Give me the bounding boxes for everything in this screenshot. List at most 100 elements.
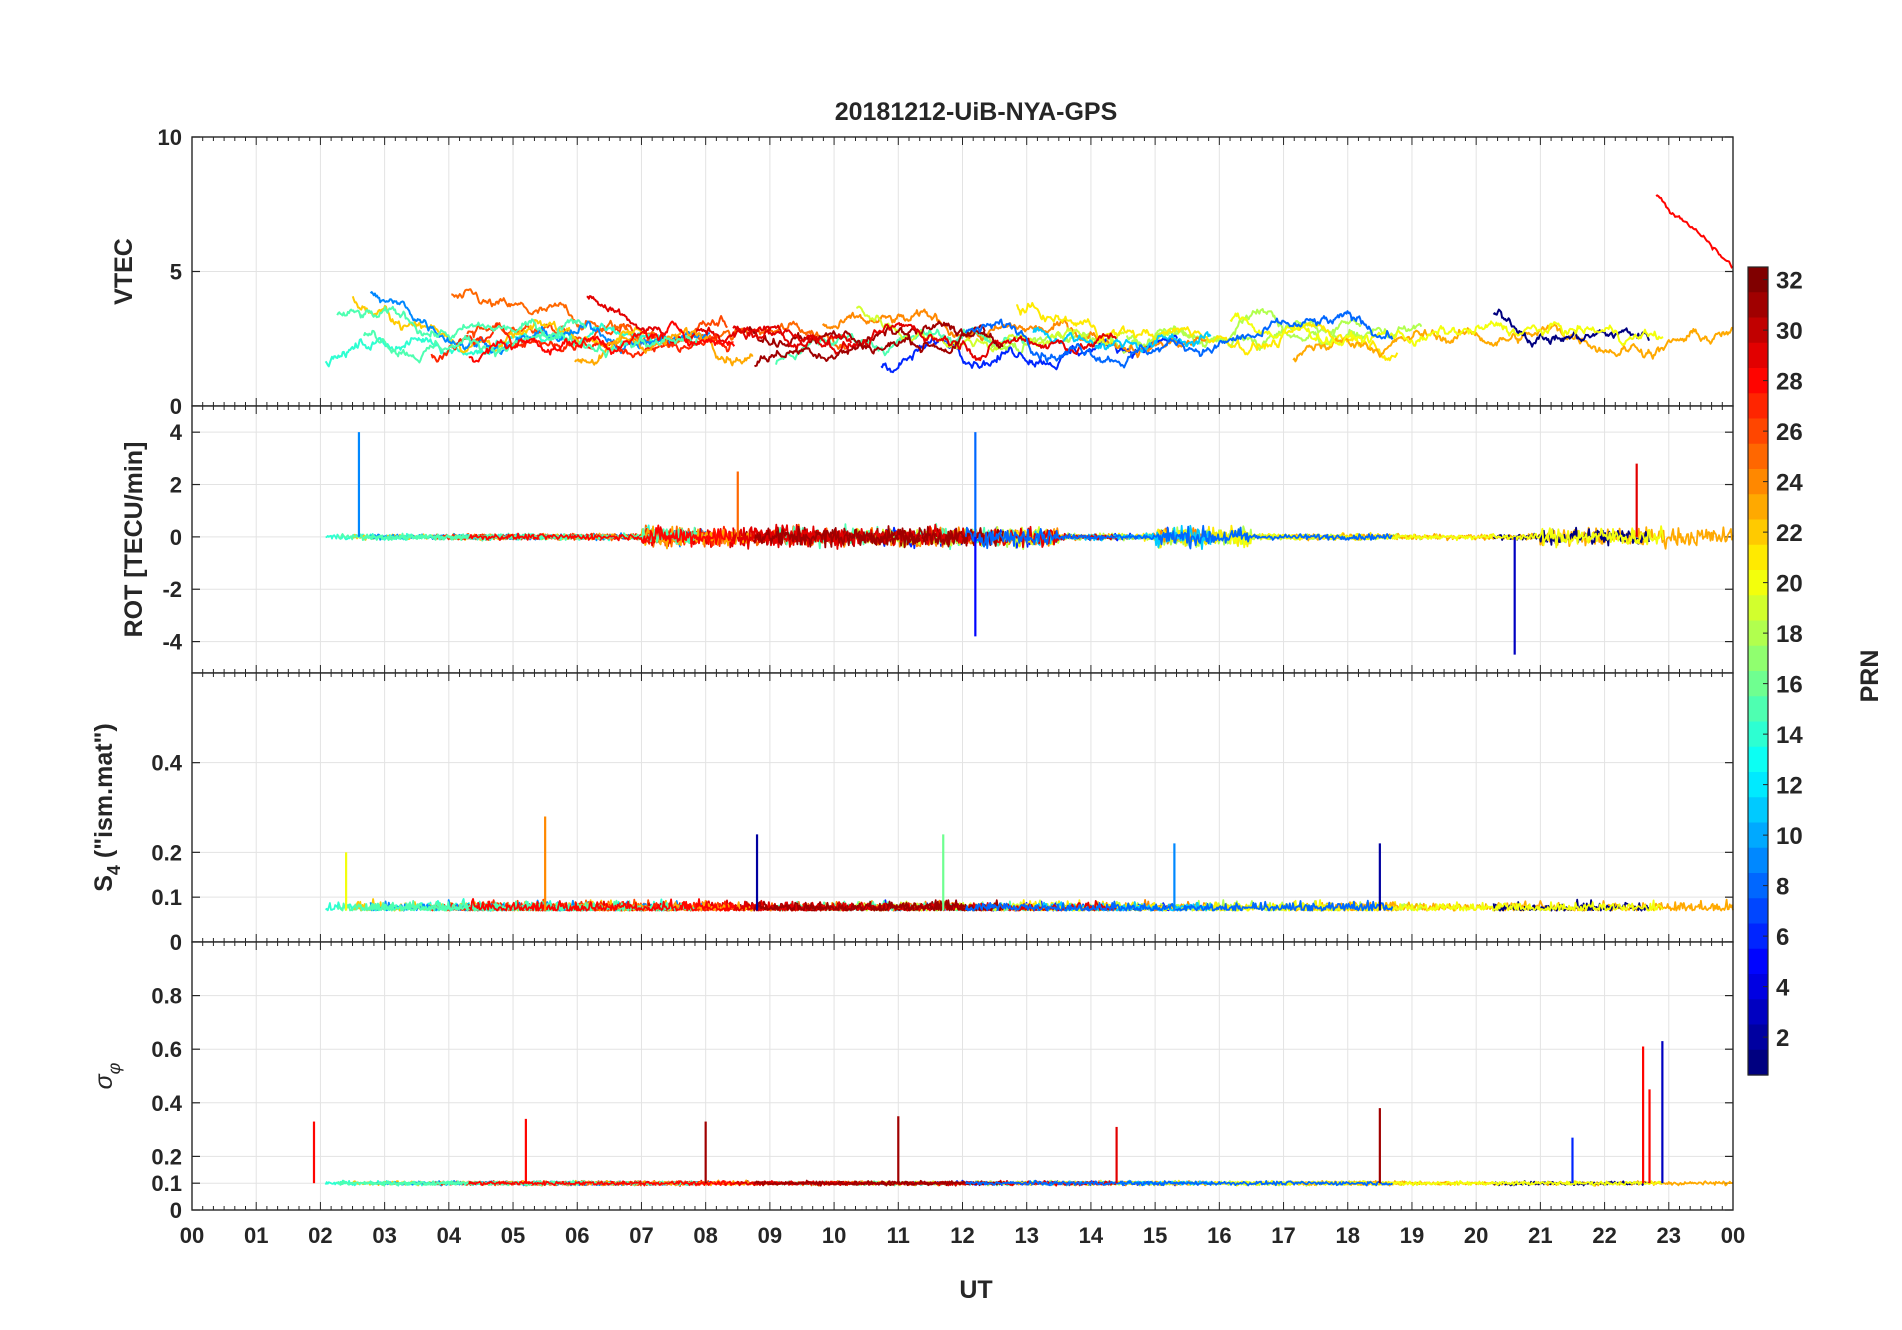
x-tick-label: 21: [1528, 1223, 1552, 1248]
colorbar-swatch: [1748, 342, 1768, 369]
series-line-prn-15: [362, 318, 587, 364]
colorbar-label: PRN: [1856, 650, 1884, 703]
colorbar-tick-label: 14: [1776, 722, 1803, 749]
y-axis-label: VTEC: [110, 238, 138, 305]
series-line-prn-23: [574, 525, 754, 550]
colorbar-tick-label: 30: [1776, 318, 1803, 345]
colorbar-swatch: [1748, 393, 1768, 420]
series-line-prn-31: [753, 899, 1004, 912]
colorbar-swatch: [1748, 1024, 1768, 1051]
colorbar-swatch: [1748, 873, 1768, 899]
x-tick-label: 07: [629, 1223, 653, 1248]
colorbar-swatch: [1748, 544, 1768, 571]
panel-frame: [191, 941, 1734, 1211]
y-tick-label: 0: [170, 1198, 182, 1223]
series-line-prn-19: [856, 305, 1125, 353]
colorbar-swatch: [1748, 645, 1768, 672]
colorbar-swatch: [1748, 519, 1768, 546]
y-tick-label: 0.1: [151, 1171, 182, 1196]
y-tick-label: 0.4: [151, 751, 182, 776]
colorbar-swatch: [1748, 923, 1768, 950]
panel-sigma-phi: 00.10.2 0.4 0.6 0.8 σφ: [90, 941, 1734, 1223]
x-tick-label: 22: [1592, 1223, 1616, 1248]
colorbar-frame: [1747, 266, 1769, 1076]
x-tick-label: 19: [1400, 1223, 1424, 1248]
colorbar-swatch: [1748, 898, 1768, 925]
series-line-prn-31: [754, 328, 1004, 368]
x-tick-label: 15: [1143, 1223, 1167, 1248]
y-tick-label: -4: [162, 630, 182, 655]
series-line-prn-28: [1655, 194, 1734, 269]
x-tick-label: 18: [1336, 1223, 1360, 1248]
y-tick-label: 5: [170, 260, 182, 285]
y-tick-label: -2: [162, 577, 182, 602]
series-layer: [324, 816, 1734, 912]
colorbar-tick-label: 22: [1776, 520, 1803, 547]
colorbar-swatch: [1748, 418, 1768, 445]
colorbar-tick-label: 2: [1776, 1025, 1789, 1052]
x-tick-label: 05: [501, 1223, 525, 1248]
colorbar-tick-label: 12: [1776, 773, 1803, 800]
series-line-prn-20: [1229, 312, 1664, 347]
y-tick-label: 2: [170, 473, 182, 498]
y-axis-label: σφ: [90, 1062, 124, 1089]
series-line-prn-8: [964, 899, 1394, 912]
colorbar-tick-label: 8: [1776, 874, 1789, 901]
x-tick-label: 09: [758, 1223, 782, 1248]
colorbar-tick-label: 16: [1776, 672, 1803, 699]
colorbar-swatch: [1748, 443, 1768, 470]
series-line-prn-20: [1229, 899, 1664, 912]
y-tick-label: 0.2: [151, 840, 182, 865]
series-line-prn-14: [324, 322, 669, 368]
y-tick-label: 0.8: [151, 984, 182, 1009]
y-axis-label: ROT [TECU/min]: [120, 442, 148, 638]
series-line-prn-8: [965, 1179, 1394, 1187]
series-layer: [325, 432, 1734, 655]
colorbar-tick-label: 4: [1776, 975, 1790, 1002]
series-line-prn-28: [468, 898, 736, 912]
y-tick-label: 0: [170, 930, 182, 955]
x-tick-label: 17: [1271, 1223, 1295, 1248]
x-tick-labels: 00 01 02 03 04 05 06 07 08 09 10 11 12 13 14 15 16 17 18 19…: [180, 1223, 1745, 1248]
colorbar-swatch: [1748, 974, 1768, 1000]
y-tick-label: 0.4: [151, 1091, 182, 1116]
colorbar-swatch: [1748, 368, 1768, 394]
colorbar-swatch: [1748, 847, 1768, 874]
colorbar-swatch: [1748, 772, 1768, 798]
chart-title: 20181212-UiB-NYA-GPS: [835, 98, 1118, 126]
colorbar-swatch: [1748, 696, 1768, 723]
colorbar-tick-label: 10: [1776, 823, 1803, 850]
colorbar-tick-label: 20: [1776, 571, 1803, 598]
colorbar-swatch: [1748, 317, 1768, 344]
panel-rot: -4 -2 0 2 4 ROT [TECU/min]: [120, 405, 1734, 674]
colorbar-swatch: [1748, 948, 1768, 975]
series-line-prn-6: [880, 334, 1179, 374]
series-line-prn-24: [821, 308, 1207, 359]
series-layer: [312, 1041, 1733, 1187]
y-tick-label: 10: [158, 125, 182, 150]
colorbar-swatch: [1748, 469, 1768, 495]
x-tick-label: 02: [308, 1223, 332, 1248]
colorbar-swatch: [1748, 721, 1768, 748]
series-line-prn-29: [732, 322, 1117, 362]
y-tick-label: 0.2: [151, 1144, 182, 1169]
y-tick-label: 4: [170, 420, 183, 445]
series-line-prn-29: [586, 295, 853, 351]
colorbar-swatch: [1748, 494, 1768, 521]
series-line-prn-15: [336, 305, 698, 359]
y-axis-label: S4 ("ism.mat"): [90, 723, 124, 892]
colorbar-tick-label: 32: [1776, 268, 1803, 295]
series-layer: [324, 194, 1734, 374]
x-tick-label: 03: [372, 1223, 396, 1248]
series-line-prn-1: [1492, 526, 1650, 547]
colorbar-swatch: [1748, 267, 1768, 293]
x-tick-label: 04: [437, 1223, 462, 1248]
colorbar-swatch: [1748, 671, 1768, 697]
y-tick-label: 0: [170, 394, 182, 419]
series-line-prn-23: [1292, 323, 1734, 363]
series-line-prn-28: [468, 524, 736, 548]
panel-vtec: 0 5 10 VTEC: [110, 125, 1734, 419]
x-tick-label: 12: [950, 1223, 974, 1248]
colorbar-swatch: [1748, 595, 1768, 622]
